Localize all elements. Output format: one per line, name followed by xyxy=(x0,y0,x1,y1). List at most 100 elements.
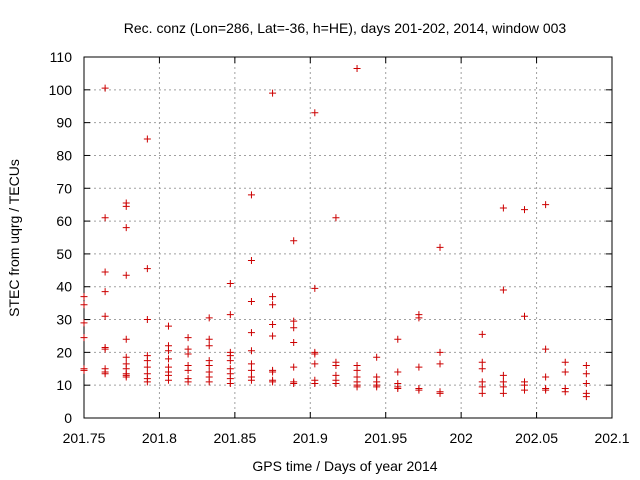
data-point xyxy=(122,271,130,279)
y-axis-label: STEC from uqrg / TECUs xyxy=(6,159,22,317)
data-point xyxy=(499,371,507,379)
data-point xyxy=(478,365,486,373)
data-point xyxy=(269,89,277,97)
plot-frame xyxy=(83,56,613,419)
data-point xyxy=(290,363,298,371)
y-tick-label: 70 xyxy=(56,180,72,196)
data-point xyxy=(205,378,213,386)
data-point xyxy=(101,288,109,296)
y-tick-label: 20 xyxy=(56,344,72,360)
data-point xyxy=(122,353,130,361)
data-point xyxy=(332,361,340,369)
data-point xyxy=(542,201,550,209)
x-tick-label: 202 xyxy=(449,430,473,446)
data-point xyxy=(184,334,192,342)
y-tick-label: 0 xyxy=(64,410,72,426)
data-point xyxy=(478,330,486,338)
data-point xyxy=(205,342,213,350)
data-point xyxy=(101,214,109,222)
data-point xyxy=(353,64,361,72)
data-point xyxy=(184,366,192,374)
data-point xyxy=(290,324,298,332)
data-point xyxy=(122,202,130,210)
data-point xyxy=(394,384,402,392)
data-point xyxy=(247,366,255,374)
data-point xyxy=(542,386,550,394)
data-point xyxy=(247,360,255,368)
data-point xyxy=(164,376,172,384)
y-tick-label: 10 xyxy=(56,377,72,393)
data-points xyxy=(80,64,590,401)
data-point xyxy=(436,360,444,368)
data-point xyxy=(101,345,109,353)
data-point xyxy=(184,378,192,386)
data-point xyxy=(499,286,507,294)
data-point xyxy=(247,376,255,384)
data-point xyxy=(122,373,130,381)
y-tick-label: 90 xyxy=(56,115,72,131)
data-point xyxy=(205,335,213,343)
data-point xyxy=(478,389,486,397)
data-point xyxy=(582,370,590,378)
data-point xyxy=(478,358,486,366)
data-point xyxy=(80,319,88,327)
data-point xyxy=(436,243,444,251)
data-point xyxy=(226,279,234,287)
y-tick-label: 100 xyxy=(49,82,73,98)
data-point xyxy=(561,368,569,376)
data-point xyxy=(101,268,109,276)
y-tick-label: 80 xyxy=(56,147,72,163)
data-point xyxy=(143,378,151,386)
data-point xyxy=(143,265,151,273)
data-point xyxy=(290,339,298,347)
x-tick-label: 201.95 xyxy=(364,430,407,446)
data-point xyxy=(164,347,172,355)
data-point xyxy=(353,383,361,391)
data-point xyxy=(269,332,277,340)
data-point xyxy=(80,293,88,301)
data-point xyxy=(394,335,402,343)
data-point xyxy=(415,386,423,394)
y-tick-labels: 0 10 20 30 40 50 60 70 80 90 100 110 xyxy=(49,49,73,426)
data-point xyxy=(436,348,444,356)
data-point xyxy=(143,363,151,371)
data-point xyxy=(290,237,298,245)
data-point xyxy=(499,204,507,212)
data-point xyxy=(122,335,130,343)
data-point xyxy=(101,312,109,320)
data-point xyxy=(80,301,88,309)
data-point xyxy=(269,378,277,386)
data-point xyxy=(521,386,529,394)
data-point xyxy=(247,191,255,199)
data-point xyxy=(80,334,88,342)
data-point xyxy=(353,366,361,374)
data-point xyxy=(122,224,130,232)
y-tick-label: 30 xyxy=(56,312,72,328)
x-tick-label: 201.75 xyxy=(63,430,106,446)
x-tick-label: 202.05 xyxy=(515,430,558,446)
axes xyxy=(83,56,613,419)
data-point xyxy=(247,347,255,355)
x-tick-label: 202.1 xyxy=(594,430,629,446)
data-point xyxy=(269,301,277,309)
data-point xyxy=(269,320,277,328)
data-point xyxy=(582,393,590,401)
data-point xyxy=(226,357,234,365)
x-axis-label: GPS time / Days of year 2014 xyxy=(252,458,437,474)
y-tick-label: 60 xyxy=(56,213,72,229)
data-point xyxy=(164,355,172,363)
data-point xyxy=(332,380,340,388)
data-point xyxy=(184,350,192,358)
data-point xyxy=(478,383,486,391)
data-point xyxy=(101,370,109,378)
x-tick-label: 201.9 xyxy=(293,430,328,446)
data-point xyxy=(561,358,569,366)
data-point xyxy=(247,297,255,305)
data-point xyxy=(394,368,402,376)
x-tick-labels: 201.75 201.8 201.85 201.9 201.95 202 202.05 202… xyxy=(63,430,630,446)
y-tick-label: 50 xyxy=(56,246,72,262)
data-point xyxy=(499,389,507,397)
data-point xyxy=(311,380,319,388)
data-point xyxy=(436,389,444,397)
